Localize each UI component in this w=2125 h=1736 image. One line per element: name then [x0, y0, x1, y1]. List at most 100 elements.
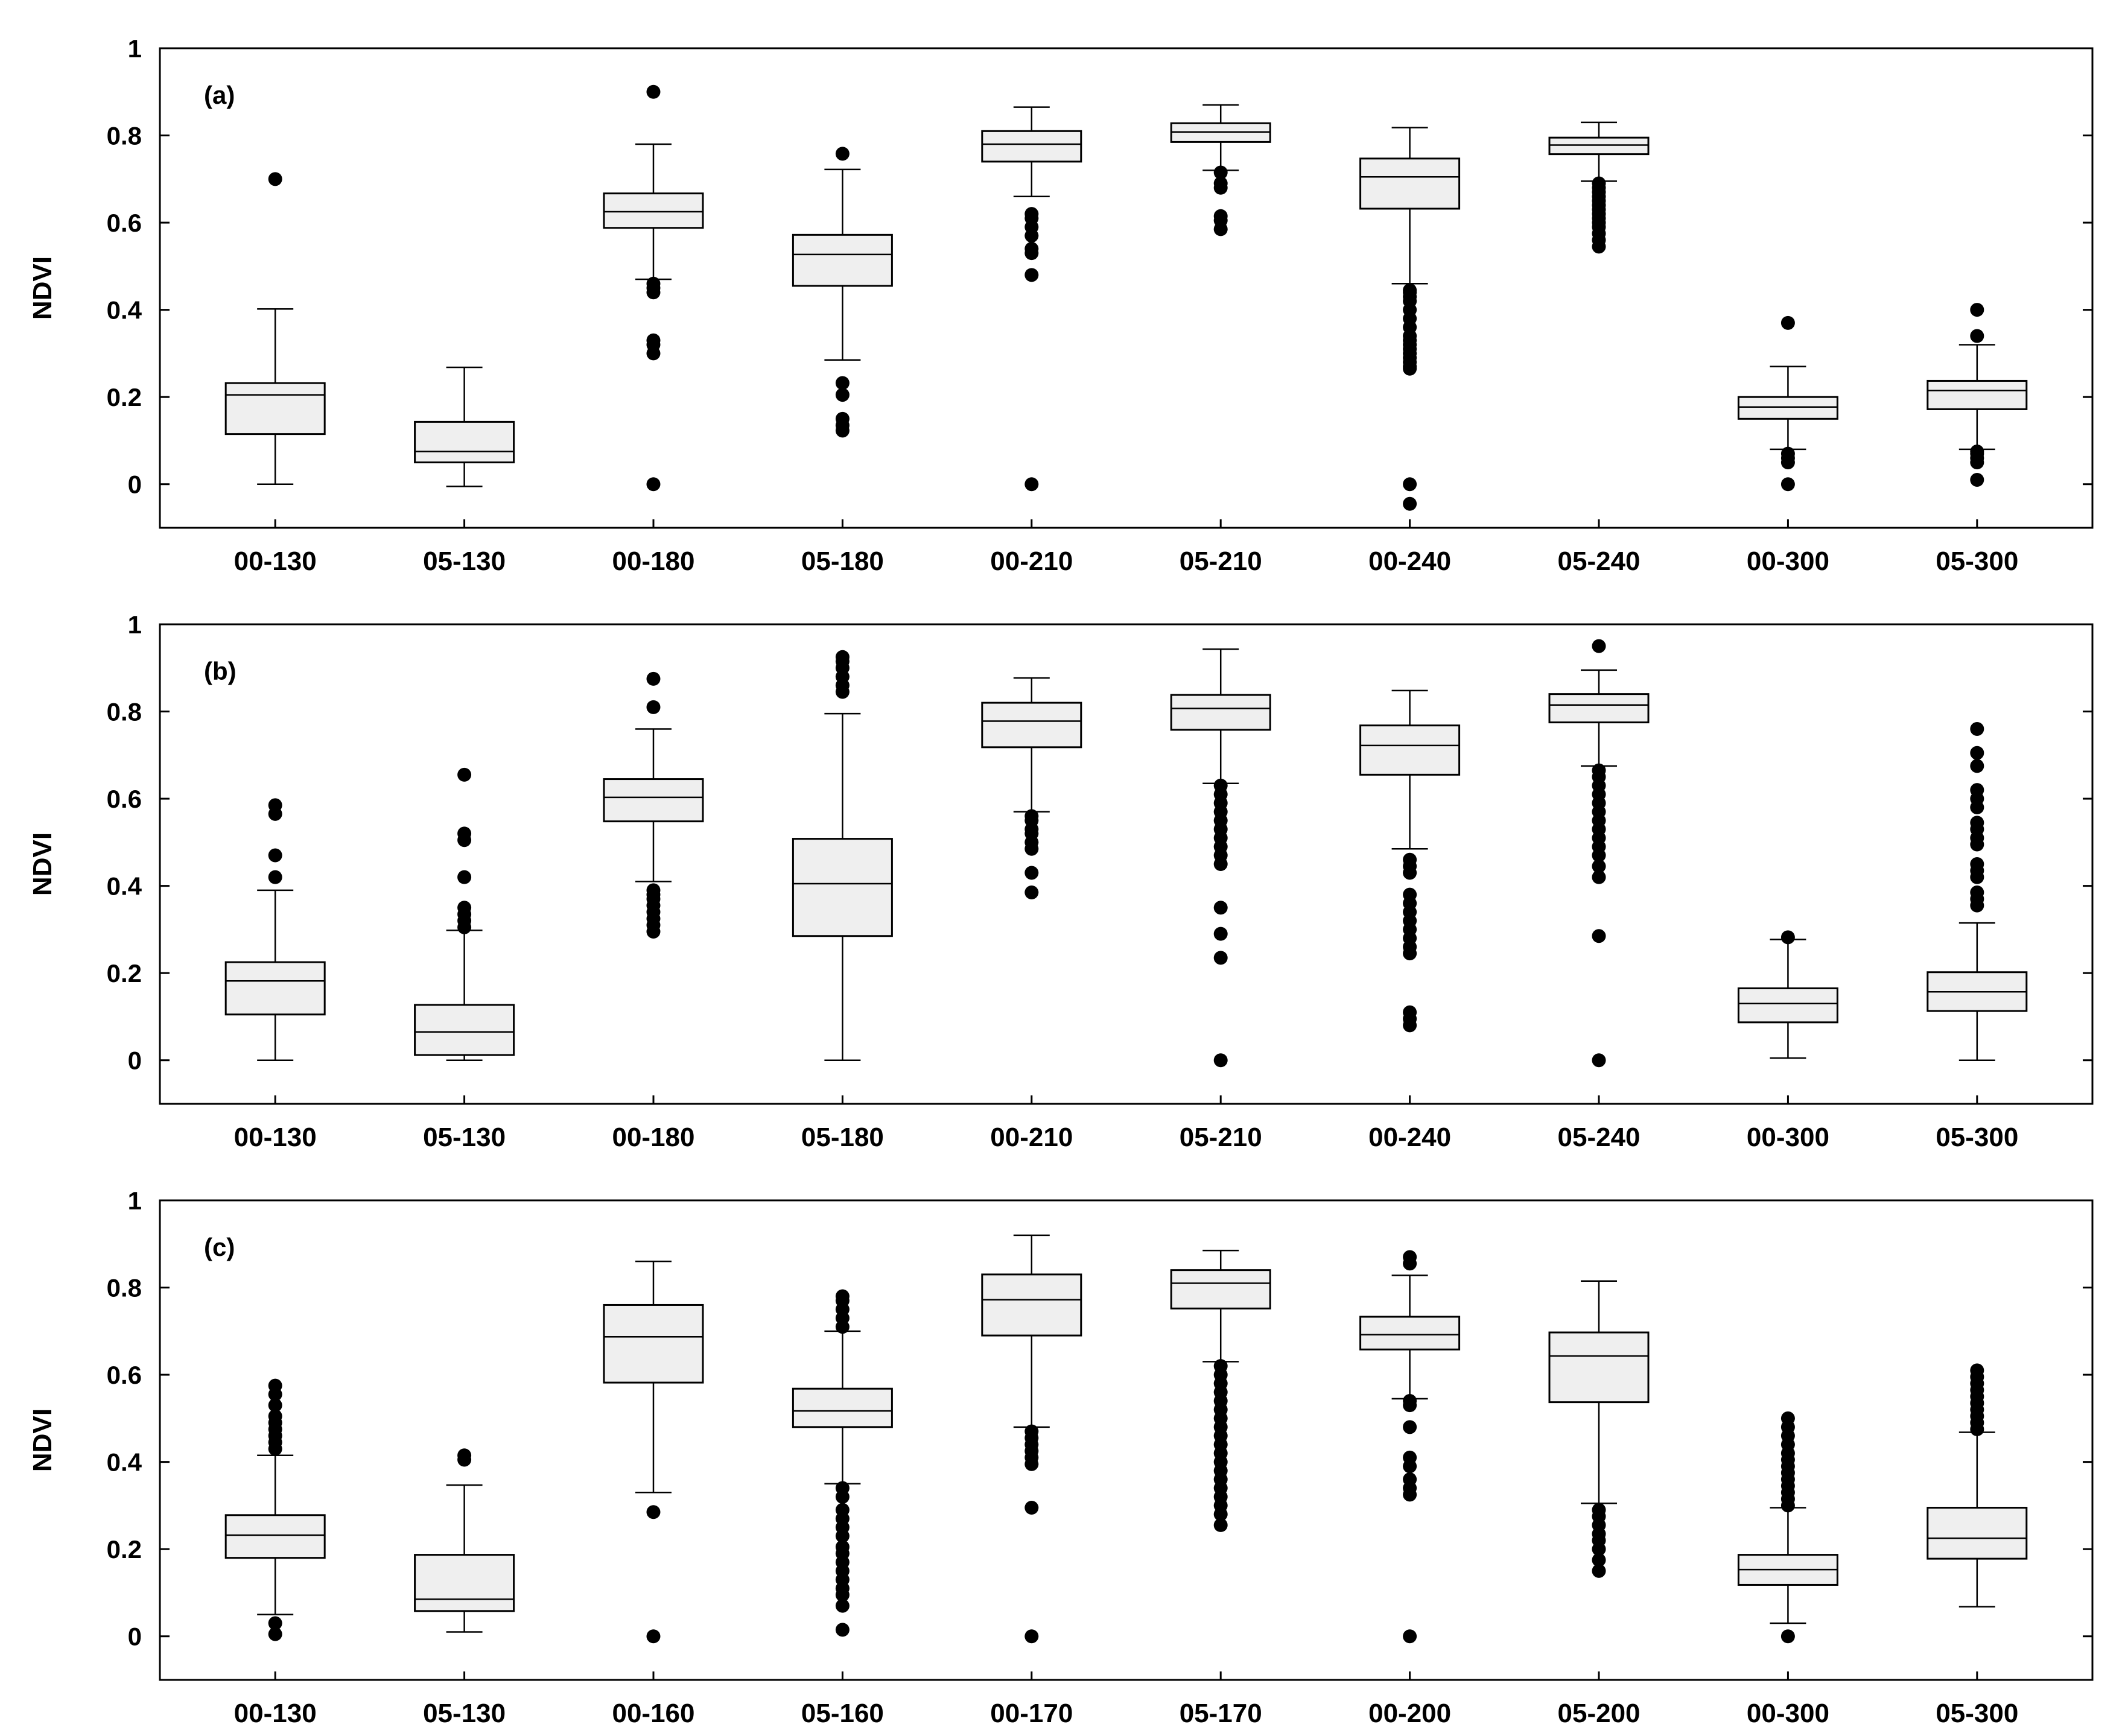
y-axis-label: NDVI	[28, 832, 57, 896]
outlier-point	[457, 1452, 472, 1467]
outlier-point	[1403, 477, 1417, 492]
y-tick-label: 0.2	[107, 1535, 142, 1563]
iqr-box	[603, 192, 704, 229]
outlier-point	[1970, 870, 1984, 884]
outlier-point	[1970, 800, 1984, 815]
y-tick-label: 0	[128, 470, 142, 499]
box-00-130: 00-130	[224, 172, 326, 576]
outlier-point	[1024, 1457, 1039, 1471]
outlier-point	[1780, 1629, 1795, 1644]
iqr-box	[981, 702, 1082, 749]
outlier-point	[1780, 455, 1795, 470]
outlier-point	[268, 1627, 282, 1641]
iqr-box	[1548, 136, 1650, 156]
box-00-130: 00-130	[224, 798, 326, 1152]
outlier-point	[1024, 885, 1039, 899]
box-00-210: 00-210	[981, 677, 1082, 1152]
box-05-210: 05-210	[1170, 104, 1271, 576]
outlier-point	[1213, 180, 1228, 195]
category-label: 00-210	[990, 1123, 1073, 1152]
outlier-point	[1213, 165, 1228, 180]
outlier-point	[1403, 1420, 1417, 1434]
outlier-point	[1403, 1398, 1417, 1413]
outlier-point	[1213, 1518, 1228, 1532]
outlier-point	[1403, 361, 1417, 376]
box-00-180: 00-180	[603, 671, 704, 1152]
outlier-point	[1403, 1256, 1417, 1271]
outlier-point	[1213, 951, 1228, 965]
box-05-300: 05-300	[1926, 303, 2028, 576]
panel-label: (c)	[204, 1233, 235, 1261]
outlier-point	[1403, 1459, 1417, 1474]
y-tick-label: 0.4	[107, 1448, 142, 1477]
box-05-300: 05-300	[1926, 721, 2028, 1152]
outlier-point	[1213, 857, 1228, 871]
box-00-180: 00-180	[603, 84, 704, 576]
outlier-point	[1780, 930, 1795, 945]
outlier-point	[1592, 848, 1606, 863]
box-00-210: 00-210	[981, 106, 1082, 576]
outlier-point	[1024, 268, 1039, 282]
iqr-box	[981, 130, 1082, 163]
category-label: 05-130	[423, 1699, 506, 1728]
outlier-point	[1024, 841, 1039, 856]
y-tick-label: 0.2	[107, 959, 142, 987]
category-label: 00-170	[990, 1699, 1073, 1728]
category-label: 00-200	[1368, 1699, 1451, 1728]
category-label: 05-210	[1180, 546, 1262, 576]
iqr-box	[1359, 724, 1461, 776]
y-tick-label: 0.6	[107, 1361, 142, 1389]
outlier-point	[1780, 477, 1795, 492]
box-00-200: 00-200	[1359, 1250, 1461, 1728]
y-tick-label: 1	[128, 34, 142, 63]
outlier-point	[835, 1588, 850, 1602]
outlier-point	[835, 1489, 850, 1504]
category-label: 00-240	[1368, 1123, 1451, 1152]
box-05-300: 05-300	[1926, 1363, 2028, 1728]
box-05-180: 05-180	[792, 147, 893, 576]
box-05-210: 05-210	[1170, 648, 1271, 1152]
box-00-240: 00-240	[1359, 689, 1461, 1152]
outlier-point	[646, 671, 661, 686]
outlier-point	[1403, 946, 1417, 961]
outlier-point	[1592, 1553, 1606, 1567]
outlier-point	[1970, 759, 1984, 773]
outlier-point	[1024, 246, 1039, 261]
outlier-point	[1024, 477, 1039, 492]
box-00-170: 00-170	[981, 1234, 1082, 1728]
outlier-point	[835, 147, 850, 161]
iqr-box	[1548, 693, 1650, 724]
box-05-240: 05-240	[1548, 639, 1650, 1152]
iqr-box	[792, 838, 893, 937]
y-axis-label: NDVI	[28, 256, 57, 320]
outlier-point	[1592, 870, 1606, 884]
iqr-box	[603, 1304, 704, 1384]
y-tick-label: 0.8	[107, 698, 142, 726]
outlier-point	[646, 477, 661, 492]
iqr-box	[224, 1514, 326, 1559]
outlier-point	[1970, 1422, 1984, 1436]
outlier-point	[835, 1598, 850, 1613]
category-label: 00-300	[1747, 1123, 1829, 1152]
outlier-point	[268, 848, 282, 863]
outlier-point	[835, 1623, 850, 1637]
outlier-point	[1970, 746, 1984, 760]
box-00-300: 00-300	[1737, 315, 1838, 576]
outlier-point	[835, 388, 850, 402]
outlier-point	[1024, 1501, 1039, 1515]
category-label: 05-130	[423, 1123, 506, 1152]
outlier-point	[1213, 1053, 1228, 1068]
outlier-point	[268, 1398, 282, 1413]
category-label: 00-130	[234, 546, 317, 576]
iqr-box	[1737, 396, 1838, 420]
outlier-point	[268, 1387, 282, 1402]
iqr-box	[1926, 1507, 2028, 1560]
y-tick-label: 1	[128, 610, 142, 639]
category-label: 05-300	[1936, 1699, 2018, 1728]
outlier-point	[1403, 866, 1417, 880]
panel-a: 0 0.2 0.4 0.6 0.8 1 NDVI (a) 00-130 05-130 00-180 0…	[28, 34, 2094, 576]
outlier-point	[1592, 929, 1606, 943]
box-05-130: 05-130	[414, 1448, 515, 1728]
outlier-point	[268, 870, 282, 884]
category-label: 05-200	[1558, 1699, 1641, 1728]
